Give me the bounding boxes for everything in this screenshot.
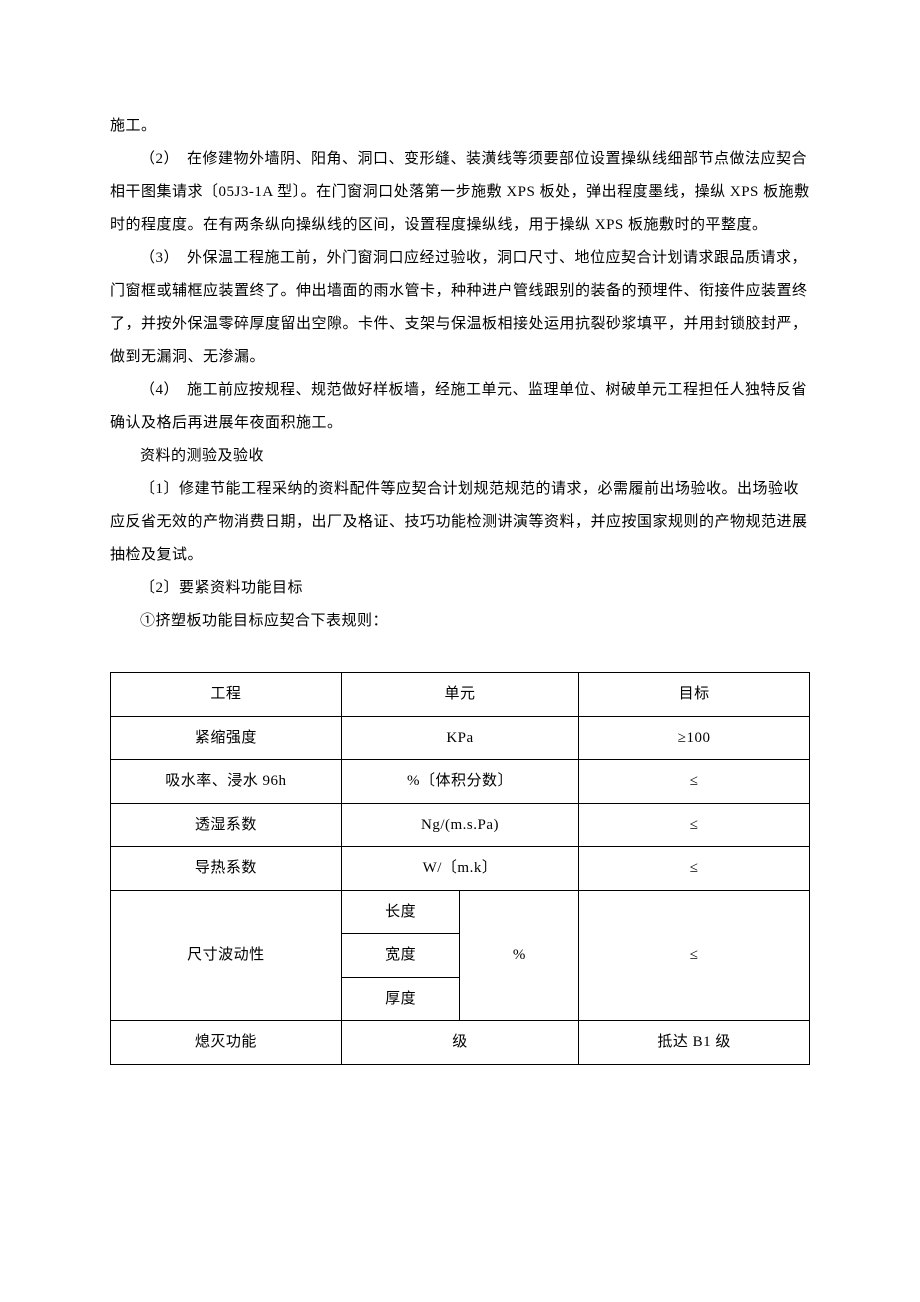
table-cell: 级 [341,1021,579,1065]
table-row: 透湿系数 Ng/(m.s.Pa) ≤ [111,803,810,847]
table-cell: ≤ [579,803,810,847]
table-cell: 透湿系数 [111,803,342,847]
paragraph: （2） 在修建物外墙阴、阳角、洞口、变形缝、装潢线等须要部位设置操纵线细部节点做… [110,143,810,242]
spec-table: 工程 单元 目标 紧缩强度 KPa ≥100 吸水率、浸水 96h %〔体积分数… [110,672,810,1065]
table-cell: 厚度 [341,977,460,1021]
table-cell: 导热系数 [111,847,342,891]
table-row: 尺寸波动性 长度 % ≤ [111,890,810,934]
table-cell: Ng/(m.s.Pa) [341,803,579,847]
table-cell: 吸水率、浸水 96h [111,760,342,804]
table-cell: 长度 [341,890,460,934]
table-row: 吸水率、浸水 96h %〔体积分数〕 ≤ [111,760,810,804]
table-header-row: 工程 单元 目标 [111,673,810,717]
paragraph: （3） 外保温工程施工前，外门窗洞口应经过验收，洞口尺寸、地位应契合计划请求跟品… [110,242,810,374]
table-cell: 宽度 [341,934,460,978]
table-cell: 熄灭功能 [111,1021,342,1065]
table-cell: KPa [341,716,579,760]
table-cell: ≤ [579,760,810,804]
table-cell: W/〔m.k〕 [341,847,579,891]
table-header-cell: 目标 [579,673,810,717]
table-row: 熄灭功能 级 抵达 B1 级 [111,1021,810,1065]
table-cell: 抵达 B1 级 [579,1021,810,1065]
paragraph: 〔2〕要紧资料功能目标 [110,572,810,605]
table-row: 导热系数 W/〔m.k〕 ≤ [111,847,810,891]
table-cell: 紧缩强度 [111,716,342,760]
paragraph: 〔1〕修建节能工程采纳的资料配件等应契合计划规范规范的请求，必需履前出场验收。出… [110,473,810,572]
table-cell: %〔体积分数〕 [341,760,579,804]
table-header-cell: 工程 [111,673,342,717]
table-cell: % [460,890,579,1021]
section-heading: 资料的测验及验收 [110,440,810,473]
table-row: 紧缩强度 KPa ≥100 [111,716,810,760]
table-cell: ≤ [579,847,810,891]
table-header-cell: 单元 [341,673,579,717]
paragraph: （4） 施工前应按规程、规范做好样板墙，经施工单元、监理单位、树破单元工程担任人… [110,374,810,440]
document-body: 施工。 （2） 在修建物外墙阴、阳角、洞口、变形缝、装潢线等须要部位设置操纵线细… [110,110,810,1065]
table-cell: 尺寸波动性 [111,890,342,1021]
table-cell: ≥100 [579,716,810,760]
paragraph: 施工。 [110,110,810,143]
table-cell: ≤ [579,890,810,1021]
paragraph: ①挤塑板功能目标应契合下表规则： [110,605,810,638]
